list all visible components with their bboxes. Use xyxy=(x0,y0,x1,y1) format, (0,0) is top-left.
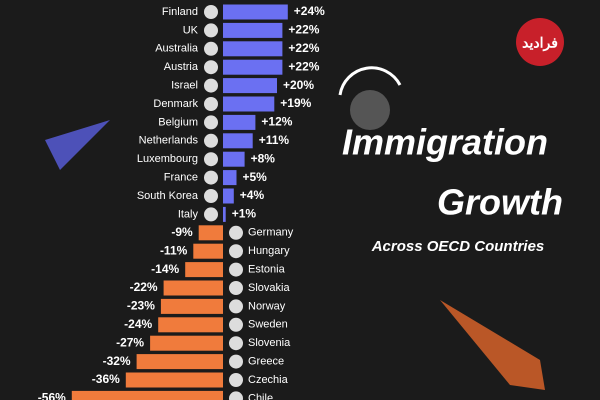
flag xyxy=(204,78,218,93)
bar xyxy=(150,335,223,351)
category-label: Norway xyxy=(248,300,286,312)
bar xyxy=(185,262,223,278)
category-label: Italy xyxy=(178,208,199,220)
flag xyxy=(204,97,218,111)
bar xyxy=(223,96,275,112)
bar xyxy=(223,133,253,149)
bar xyxy=(223,151,245,167)
value-label: +20% xyxy=(283,78,314,92)
category-label: Greece xyxy=(248,356,284,368)
logo xyxy=(516,18,564,66)
chart-title-line1: Immigration xyxy=(342,122,548,163)
bar xyxy=(223,4,288,20)
category-label: Slovenia xyxy=(248,337,291,349)
category-label: Finland xyxy=(162,6,198,18)
bar xyxy=(136,354,223,370)
value-label: -56% xyxy=(38,391,66,400)
globe-icon xyxy=(350,90,390,130)
value-label: -36% xyxy=(92,372,120,386)
flag xyxy=(204,152,218,167)
value-label: -23% xyxy=(127,299,155,313)
value-label: +11% xyxy=(259,133,290,147)
value-label: -22% xyxy=(130,280,158,294)
category-label: Luxembourg xyxy=(137,153,198,165)
bar xyxy=(223,114,256,130)
bar xyxy=(223,59,283,75)
bar xyxy=(158,317,223,333)
bar xyxy=(193,243,223,259)
value-label: +22% xyxy=(288,23,319,37)
decor-arrow-down xyxy=(440,300,545,390)
value-label: +24% xyxy=(294,4,325,18)
value-label: +1% xyxy=(232,207,257,221)
category-label: Hungary xyxy=(248,245,290,257)
decor-arc xyxy=(338,66,402,96)
flag xyxy=(204,60,218,75)
flag xyxy=(229,244,243,259)
value-label: -9% xyxy=(171,225,193,239)
bar xyxy=(163,280,223,296)
flag xyxy=(229,391,243,400)
value-label: -14% xyxy=(151,262,179,276)
flag xyxy=(229,281,243,295)
flag xyxy=(204,5,218,19)
flag xyxy=(229,299,243,314)
bar xyxy=(223,22,283,38)
category-label: Denmark xyxy=(153,98,198,110)
category-label: Austria xyxy=(164,61,199,73)
flag xyxy=(229,373,243,387)
flag xyxy=(229,354,243,369)
bar xyxy=(198,225,223,241)
bar xyxy=(160,298,223,314)
flag xyxy=(229,262,243,277)
bar xyxy=(71,390,223,400)
category-label: Israel xyxy=(171,80,198,92)
value-label: -24% xyxy=(124,317,152,331)
category-label: Germany xyxy=(248,227,294,239)
flag xyxy=(204,207,218,222)
bar xyxy=(223,41,283,57)
category-label: Sweden xyxy=(248,319,288,331)
value-label: +4% xyxy=(240,188,265,202)
chart-subtitle: Across OECD Countries xyxy=(371,238,545,255)
value-label: -32% xyxy=(103,354,131,368)
value-label: +22% xyxy=(288,41,319,55)
decor-arrow-up xyxy=(45,120,110,170)
value-label: -11% xyxy=(160,243,188,257)
bar xyxy=(125,372,223,388)
category-label: South Korea xyxy=(137,190,199,202)
category-label: Belgium xyxy=(158,116,198,128)
flag xyxy=(204,170,218,185)
category-label: Netherlands xyxy=(139,135,199,147)
category-label: Czechia xyxy=(248,374,289,386)
bar xyxy=(223,206,226,222)
bar xyxy=(223,170,237,186)
value-label: -27% xyxy=(116,335,144,349)
value-label: +19% xyxy=(280,96,311,110)
bar xyxy=(223,188,234,204)
value-label: +12% xyxy=(261,115,292,129)
category-label: Slovakia xyxy=(248,282,290,294)
value-label: +5% xyxy=(243,170,268,184)
category-label: France xyxy=(164,172,198,184)
flag xyxy=(229,225,243,240)
watermark: فرادید xyxy=(522,35,558,52)
flag xyxy=(204,41,218,56)
value-label: +22% xyxy=(288,59,319,73)
flag xyxy=(204,189,218,203)
flag xyxy=(229,317,243,332)
category-label: Australia xyxy=(155,43,199,55)
flag xyxy=(204,115,218,130)
category-label: UK xyxy=(183,24,199,36)
flag xyxy=(204,133,218,148)
category-label: Estonia xyxy=(248,264,286,276)
value-label: +8% xyxy=(251,151,276,165)
flag xyxy=(204,23,218,38)
chart-title-line2: Growth xyxy=(437,182,563,223)
category-label: Chile xyxy=(248,392,273,400)
bar xyxy=(223,78,277,94)
flag xyxy=(229,336,243,351)
